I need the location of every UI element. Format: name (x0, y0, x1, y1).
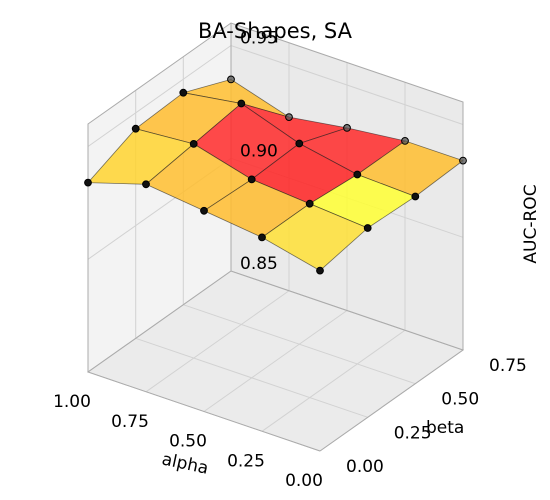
data-point (316, 266, 324, 275)
y-tick-label: 0.75 (489, 356, 527, 376)
data-point (131, 124, 140, 133)
data-point (84, 178, 92, 187)
data-point (305, 199, 314, 208)
x-tick-label: 0.75 (111, 412, 149, 432)
data-point (247, 175, 256, 184)
x-tick-label: 0.00 (285, 471, 323, 491)
data-point (459, 156, 467, 165)
y-tick-label: 0.25 (394, 423, 432, 443)
data-point (353, 170, 362, 179)
data-point (285, 113, 293, 121)
data-point (227, 75, 235, 84)
data-point (179, 88, 188, 97)
data-point (189, 140, 198, 148)
z-tick-label: 0.90 (240, 141, 278, 161)
data-point (343, 124, 351, 132)
y-axis-label: beta (426, 418, 464, 438)
x-tick-label: 0.50 (169, 432, 207, 452)
x-tick-label: 0.25 (227, 451, 265, 471)
data-point (401, 137, 409, 145)
data-points (84, 75, 467, 275)
data-point (142, 180, 150, 189)
data-point (295, 139, 304, 148)
data-point (237, 99, 246, 108)
chart-title: BA-Shapes, SA (198, 19, 353, 43)
data-point (363, 224, 372, 232)
y-tick-label: 0.00 (346, 457, 384, 477)
data-point (200, 206, 208, 215)
tick-labels: 0.00 0.25 0.50 0.75 1.00 0.00 0.25 0.50 0.75 0.85… (53, 29, 527, 492)
y-tick-label: 0.50 (441, 390, 479, 410)
data-point (411, 192, 420, 201)
x-axis-label: alpha (160, 449, 210, 478)
data-point (258, 233, 266, 242)
z-tick-label: 0.85 (240, 254, 278, 274)
x-tick-label: 1.00 (53, 392, 91, 412)
z-axis-label: AUC-ROC (521, 184, 541, 263)
z-tick-label: 0.95 (240, 29, 278, 49)
